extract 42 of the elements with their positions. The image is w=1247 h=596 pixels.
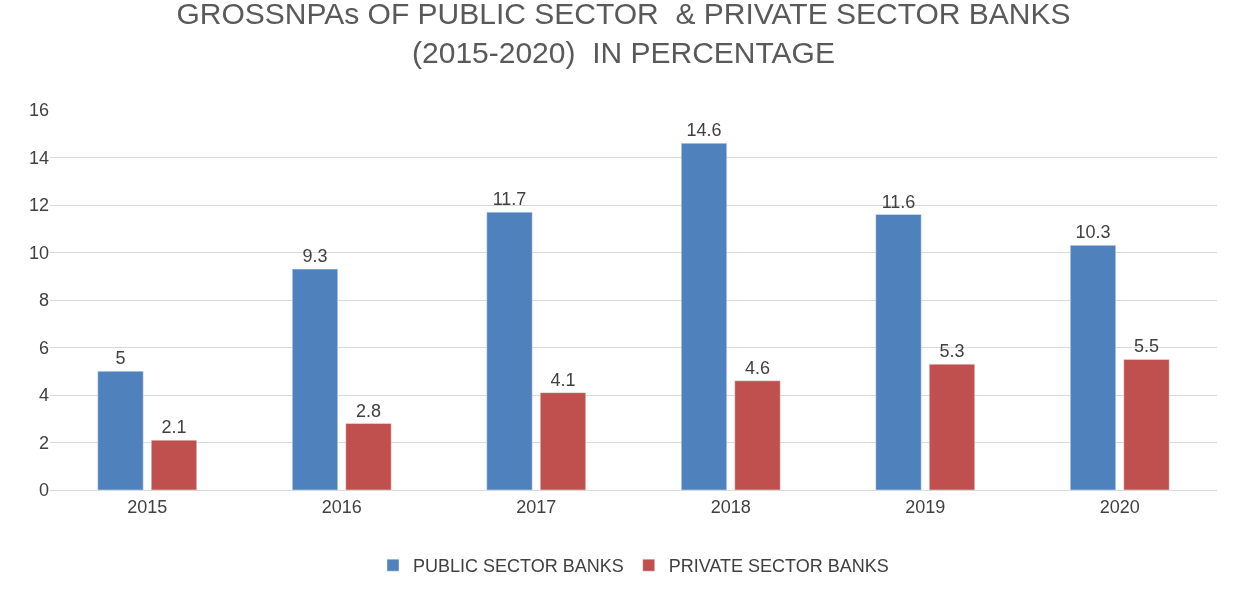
bar	[345, 423, 392, 490]
data-label: 10.3	[1075, 222, 1111, 243]
bar	[292, 268, 338, 490]
bar	[540, 392, 586, 490]
y-tick-label: 8	[38, 290, 49, 311]
data-label: 14.6	[686, 120, 722, 141]
chart-title: GROSSNPAs OF PUBLIC SECTOR & PRIVATE SECTOR BANKS (2015-2020) IN PERCENTAGE	[176, 0, 1071, 69]
y-tick-label: 2	[38, 432, 49, 453]
data-label: 4.1	[550, 369, 576, 390]
x-tick-label: 2015	[127, 496, 168, 517]
bar	[97, 371, 144, 490]
bar	[1123, 359, 1170, 490]
x-tick-label: 2020	[1099, 496, 1140, 517]
y-tick-label: 4	[38, 385, 49, 406]
x-tick-label: 2019	[905, 496, 946, 517]
y-tick-label: 0	[38, 480, 49, 501]
x-tick-label: 2018	[710, 496, 751, 517]
y-tick-label: 14	[28, 147, 49, 168]
data-label: 5.5	[1133, 336, 1160, 357]
data-label: 9.3	[302, 246, 328, 267]
x-tick-label: 2016	[321, 496, 362, 517]
y-tick-label: 10	[28, 242, 49, 263]
data-label: 11.7	[492, 189, 527, 210]
data-label: 5.3	[939, 341, 965, 362]
y-tick-label: 6	[38, 337, 49, 358]
bar	[734, 380, 781, 490]
legend-label: PRIVATE SECTOR BANKS	[668, 556, 889, 577]
y-tick-label: 12	[28, 195, 49, 216]
bar	[929, 363, 975, 490]
bar	[1070, 245, 1116, 490]
data-label: 2.1	[161, 417, 187, 438]
data-label: 5	[115, 348, 126, 369]
y-tick-label: 16	[28, 100, 49, 121]
bar	[486, 211, 533, 490]
data-label: 4.6	[744, 357, 771, 378]
bar	[875, 214, 922, 490]
data-label: 11.6	[881, 191, 916, 212]
bar	[681, 143, 727, 490]
legend-label: PUBLIC SECTOR BANKS	[413, 556, 624, 577]
data-label: 2.8	[355, 400, 382, 421]
x-tick-label: 2017	[516, 496, 557, 517]
bar	[151, 439, 197, 490]
